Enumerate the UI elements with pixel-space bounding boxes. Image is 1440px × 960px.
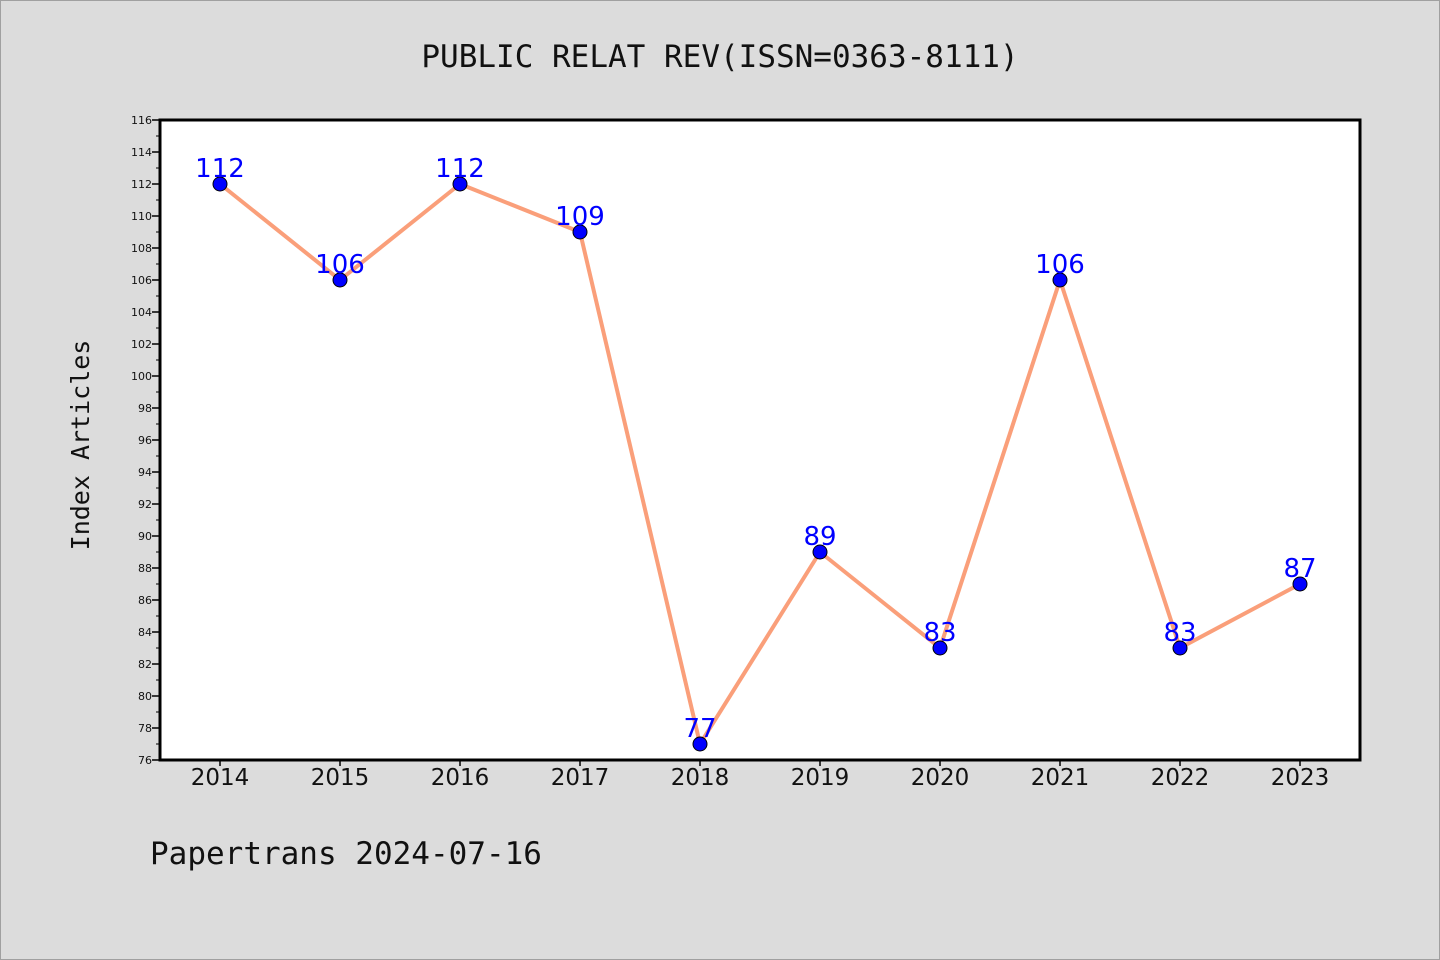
y-tick-label: 104	[131, 306, 152, 319]
x-axis-ticks: 2014 2015 2016 2017 2018 2019 2020 2021 2022 2023	[191, 760, 1330, 791]
y-tick-label: 96	[138, 434, 152, 447]
y-tick-label: 80	[138, 690, 152, 703]
plot-frame	[158, 118, 1362, 762]
x-tick-label: 2023	[1271, 765, 1330, 791]
data-point	[692, 736, 708, 752]
x-tick-label: 2015	[311, 765, 370, 791]
data-point	[932, 640, 948, 656]
y-tick-label: 86	[138, 594, 152, 607]
y-tick-label: 78	[138, 722, 152, 735]
data-point	[332, 272, 348, 288]
data-label: 109	[555, 202, 605, 232]
data-label: 77	[683, 714, 716, 744]
y-tick-label: 94	[138, 466, 152, 479]
x-tick-label: 2014	[191, 765, 250, 791]
x-tick-label: 2018	[671, 765, 730, 791]
data-point	[452, 176, 468, 192]
data-point	[812, 544, 828, 560]
data-point	[572, 224, 588, 240]
chart-title: PUBLIC RELAT REV(ISSN=0363-8111)	[421, 39, 1018, 75]
x-tick-label: 2020	[911, 765, 970, 791]
y-tick-label: 92	[138, 498, 152, 511]
data-point	[1052, 272, 1068, 288]
y-tick-label: 110	[131, 210, 152, 223]
y-tick-label: 98	[138, 402, 152, 415]
y-tick-label: 108	[131, 242, 152, 255]
y-tick-label: 100	[131, 370, 152, 383]
data-label: 106	[1035, 250, 1085, 280]
x-tick-label: 2019	[791, 765, 850, 791]
data-point	[212, 176, 228, 192]
y-tick-label: 114	[131, 146, 152, 159]
data-point	[1292, 576, 1308, 592]
x-tick-label: 2021	[1031, 765, 1090, 791]
y-tick-label: 82	[138, 658, 152, 671]
y-tick-label: 112	[131, 178, 152, 191]
data-label: 112	[435, 154, 485, 184]
y-tick-label: 102	[131, 338, 152, 351]
data-label: 87	[1283, 554, 1316, 584]
data-label: 89	[803, 522, 836, 552]
footer-text: Papertrans 2024-07-16	[150, 836, 542, 872]
y-tick-label: 106	[131, 274, 152, 287]
data-label: 106	[315, 250, 365, 280]
data-label: 112	[195, 154, 245, 184]
y-tick-label: 88	[138, 562, 152, 575]
series-layer: 112 106 112 109 77 89 83 106 83 87	[195, 154, 1317, 752]
data-point	[1172, 640, 1188, 656]
series-line	[218, 182, 1301, 746]
x-tick-label: 2017	[551, 765, 610, 791]
x-tick-label: 2022	[1151, 765, 1210, 791]
y-axis-label: Index Articles	[66, 340, 95, 551]
y-tick-label: 90	[138, 530, 152, 543]
y-tick-label: 116	[131, 114, 152, 127]
data-label: 83	[923, 618, 956, 648]
y-tick-label: 76	[138, 754, 152, 767]
plot-area	[160, 120, 1360, 760]
data-label: 83	[1163, 618, 1196, 648]
y-tick-label: 84	[138, 626, 152, 639]
x-tick-label: 2016	[431, 765, 490, 791]
